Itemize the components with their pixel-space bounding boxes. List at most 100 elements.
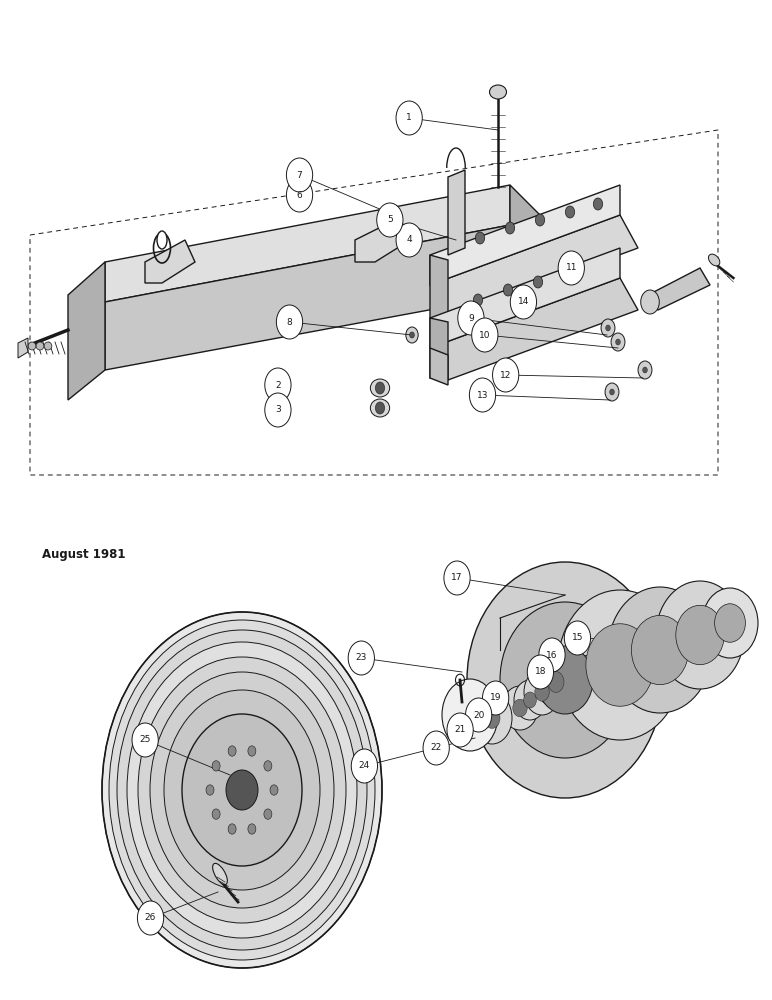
Text: 13: 13 [477,390,488,399]
Circle shape [482,681,509,715]
Text: 3: 3 [275,405,281,414]
Ellipse shape [489,85,506,99]
Circle shape [469,378,496,412]
Circle shape [503,284,513,296]
Circle shape [228,824,236,834]
Ellipse shape [715,604,746,642]
Ellipse shape [102,612,382,968]
Polygon shape [430,348,448,385]
Circle shape [539,638,565,672]
Circle shape [264,761,272,771]
Ellipse shape [514,680,546,720]
Circle shape [423,731,449,765]
Ellipse shape [442,679,498,751]
Ellipse shape [28,342,36,350]
Circle shape [447,713,473,747]
Ellipse shape [226,770,258,810]
Text: 7: 7 [296,170,303,180]
Ellipse shape [709,254,720,266]
Ellipse shape [702,588,758,658]
Ellipse shape [127,642,357,938]
Circle shape [611,333,625,351]
Polygon shape [448,170,465,255]
Circle shape [377,203,403,237]
Ellipse shape [44,342,52,350]
Text: 11: 11 [566,263,577,272]
Ellipse shape [138,657,346,923]
Circle shape [396,223,422,257]
Ellipse shape [523,692,537,708]
Text: 15: 15 [572,634,583,643]
Polygon shape [145,240,195,283]
Polygon shape [430,255,448,318]
Polygon shape [430,318,448,380]
Circle shape [564,266,573,278]
Polygon shape [105,185,510,302]
Ellipse shape [117,630,367,950]
Circle shape [348,641,374,675]
Circle shape [132,723,158,757]
Circle shape [476,232,485,244]
Circle shape [466,698,492,732]
FancyBboxPatch shape [513,237,541,277]
Circle shape [558,251,584,285]
Circle shape [264,809,272,819]
Circle shape [265,368,291,402]
Circle shape [533,276,543,288]
Ellipse shape [150,672,334,908]
Circle shape [248,824,256,834]
Ellipse shape [537,646,593,714]
Circle shape [594,198,603,210]
Ellipse shape [157,231,167,249]
Ellipse shape [371,399,390,417]
Polygon shape [430,215,638,318]
Circle shape [410,332,415,338]
Circle shape [286,178,313,212]
Circle shape [564,621,591,655]
Text: 2: 2 [275,380,281,389]
Ellipse shape [548,672,564,692]
Ellipse shape [467,562,663,798]
Polygon shape [430,248,620,348]
Text: 8: 8 [286,318,293,327]
Text: 24: 24 [359,762,370,770]
Circle shape [605,383,619,401]
Circle shape [642,367,647,373]
Circle shape [601,319,615,337]
Circle shape [565,206,574,218]
Polygon shape [355,220,407,262]
Circle shape [510,285,537,319]
Circle shape [248,746,256,756]
Text: 26: 26 [145,914,156,923]
Circle shape [396,101,422,135]
Text: 5: 5 [387,216,393,225]
Circle shape [270,785,278,795]
Text: 1: 1 [406,113,412,122]
Circle shape [493,358,519,392]
Circle shape [351,749,378,783]
Text: 10: 10 [479,330,490,340]
Ellipse shape [608,587,712,713]
Ellipse shape [631,615,689,685]
Circle shape [616,339,621,345]
Text: 17: 17 [452,573,462,582]
Circle shape [286,158,313,192]
Circle shape [506,222,515,234]
Ellipse shape [656,581,744,689]
Text: 12: 12 [500,370,511,379]
Text: 22: 22 [431,744,442,752]
Circle shape [641,290,659,314]
Circle shape [606,325,611,331]
Text: 4: 4 [406,235,412,244]
Circle shape [535,214,544,226]
Polygon shape [510,185,545,330]
Polygon shape [430,278,638,380]
Circle shape [276,305,303,339]
Ellipse shape [502,686,538,730]
Text: 6: 6 [296,191,303,200]
Circle shape [228,746,236,756]
Circle shape [375,382,384,394]
Ellipse shape [371,379,390,397]
Circle shape [137,901,164,935]
Ellipse shape [586,624,654,706]
